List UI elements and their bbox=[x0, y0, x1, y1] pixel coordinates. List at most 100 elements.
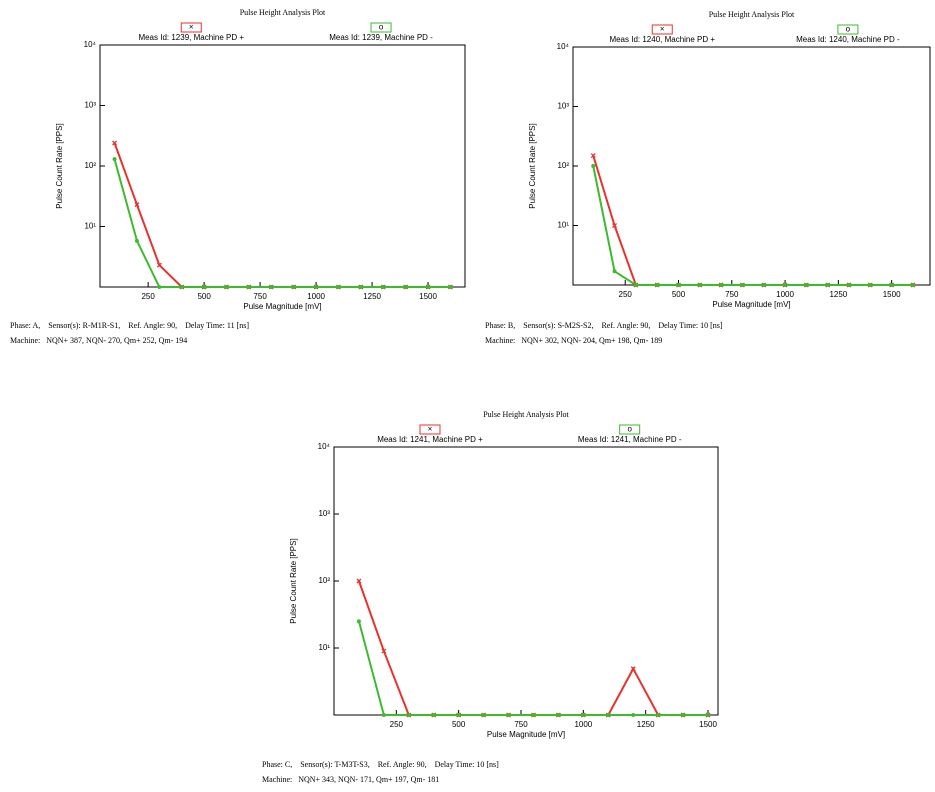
x-axis-label: Pulse Magnitude [mV] bbox=[712, 300, 790, 309]
legend-label: Meas Id: 1240, Machine PD - bbox=[796, 35, 900, 44]
marker bbox=[382, 713, 386, 717]
marker bbox=[225, 285, 229, 289]
series-line bbox=[593, 156, 913, 285]
marker bbox=[157, 285, 161, 289]
marker bbox=[783, 283, 787, 287]
chart-title: Pulse Height Analysis Plot bbox=[709, 10, 795, 19]
x-tick-label: 1250 bbox=[637, 720, 655, 729]
marker bbox=[677, 283, 681, 287]
page: Pulse Height Analysis Plot 10¹ 10² 10³ 10⁴ 25… bbox=[0, 0, 935, 792]
caption-line: Phase: C, Sensor(s): T-M3T-S3, Ref. Angl… bbox=[262, 760, 499, 769]
marker bbox=[482, 713, 486, 717]
y-tick-label: 10³ bbox=[84, 101, 96, 110]
marker bbox=[719, 283, 723, 287]
x-tick-label: 750 bbox=[253, 292, 267, 301]
marker bbox=[432, 713, 436, 717]
marker bbox=[911, 283, 915, 287]
marker bbox=[457, 713, 461, 717]
marker bbox=[269, 285, 273, 289]
x-tick-label: 500 bbox=[197, 292, 211, 301]
marker bbox=[591, 164, 595, 168]
marker bbox=[381, 285, 385, 289]
marker bbox=[698, 283, 702, 287]
legend-symbol: o bbox=[846, 25, 851, 34]
y-tick-label: 10³ bbox=[557, 102, 569, 111]
marker bbox=[531, 713, 535, 717]
x-tick-label: 500 bbox=[452, 720, 466, 729]
y-tick-label: 10⁴ bbox=[557, 42, 570, 51]
legend-label: Meas Id: 1241, Machine PD + bbox=[377, 435, 483, 444]
y-tick-label: 10¹ bbox=[318, 643, 330, 652]
marker bbox=[847, 283, 851, 287]
y-tick-label: 10³ bbox=[318, 509, 330, 518]
series-line bbox=[593, 166, 913, 285]
marker bbox=[631, 713, 635, 717]
marker bbox=[762, 283, 766, 287]
y-tick-label: 10¹ bbox=[84, 222, 96, 231]
x-tick-label: 250 bbox=[141, 292, 155, 301]
legend-label: Meas Id: 1239, Machine PD + bbox=[138, 33, 244, 42]
chart-title: Pulse Height Analysis Plot bbox=[483, 410, 569, 419]
marker bbox=[404, 285, 408, 289]
plot-frame bbox=[573, 47, 930, 285]
x-tick-label: 250 bbox=[390, 720, 404, 729]
marker bbox=[826, 283, 830, 287]
x-tick-label: 250 bbox=[619, 290, 633, 299]
marker bbox=[202, 285, 206, 289]
caption-line: Phase: A, Sensor(s): R-M1R-S1, Ref. Angl… bbox=[10, 321, 249, 330]
x-axis-label: Pulse Magnitude [mV] bbox=[243, 302, 321, 311]
x-tick-label: 1500 bbox=[883, 290, 901, 299]
marker bbox=[448, 285, 452, 289]
y-axis-label: Pulse Count Rate [PPS] bbox=[55, 123, 64, 208]
marker bbox=[581, 713, 585, 717]
marker bbox=[868, 283, 872, 287]
legend-symbol: × bbox=[660, 25, 665, 34]
x-tick-label: 500 bbox=[672, 290, 686, 299]
chart-title: Pulse Height Analysis Plot bbox=[240, 8, 326, 17]
y-tick-label: 10⁴ bbox=[84, 40, 97, 49]
marker bbox=[740, 283, 744, 287]
marker bbox=[180, 285, 184, 289]
marker bbox=[113, 157, 117, 161]
marker bbox=[655, 283, 659, 287]
marker bbox=[706, 713, 710, 717]
marker bbox=[556, 713, 560, 717]
series-line bbox=[115, 143, 451, 287]
y-axis-label: Pulse Count Rate [PPS] bbox=[528, 123, 537, 208]
marker bbox=[135, 239, 139, 243]
marker bbox=[890, 283, 894, 287]
series-line bbox=[359, 581, 708, 715]
legend-label: Meas Id: 1240, Machine PD + bbox=[609, 35, 715, 44]
x-tick-label: 1000 bbox=[574, 720, 592, 729]
marker bbox=[336, 285, 340, 289]
marker bbox=[507, 713, 511, 717]
legend-symbol: × bbox=[428, 425, 433, 434]
marker bbox=[426, 285, 430, 289]
y-tick-label: 10⁴ bbox=[318, 442, 331, 451]
legend-label: Meas Id: 1241, Machine PD - bbox=[578, 435, 682, 444]
marker bbox=[314, 285, 318, 289]
x-tick-label: 750 bbox=[514, 720, 528, 729]
caption-line: Machine: NQN+ 343, NQN- 171, Qm+ 197, Qm… bbox=[262, 775, 439, 784]
x-axis-label: Pulse Magnitude [mV] bbox=[487, 730, 565, 739]
series-line bbox=[115, 159, 451, 287]
y-tick-label: 10² bbox=[557, 161, 569, 170]
marker bbox=[634, 283, 638, 287]
legend-symbol: o bbox=[379, 23, 384, 32]
marker bbox=[247, 285, 251, 289]
x-tick-label: 750 bbox=[725, 290, 739, 299]
document: Pulse Height Analysis Plot 10¹ 10² 10³ 10⁴ 25… bbox=[0, 0, 935, 792]
x-tick-label: 1000 bbox=[307, 292, 325, 301]
x-tick-label: 1500 bbox=[419, 292, 437, 301]
marker bbox=[681, 713, 685, 717]
caption-line: Machine: NQN+ 387, NQN- 270, Qm+ 252, Qm… bbox=[10, 336, 187, 345]
marker bbox=[656, 713, 660, 717]
x-tick-label: 1250 bbox=[829, 290, 847, 299]
legend-symbol: o bbox=[627, 425, 632, 434]
marker bbox=[804, 283, 808, 287]
marker bbox=[292, 285, 296, 289]
marker bbox=[613, 269, 617, 273]
y-tick-label: 10¹ bbox=[557, 221, 569, 230]
legend-symbol: × bbox=[189, 23, 194, 32]
marker bbox=[407, 713, 411, 717]
